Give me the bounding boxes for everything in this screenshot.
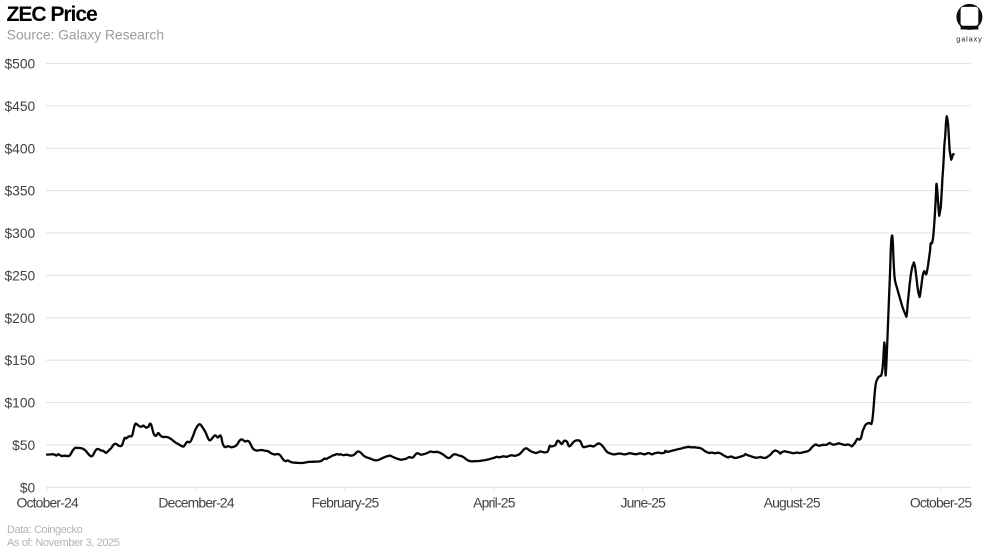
svg-text:ZEC Price: ZEC Price <box>7 3 99 26</box>
svg-text:$450: $450 <box>4 99 35 114</box>
svg-text:$100: $100 <box>4 396 35 411</box>
svg-text:galaxy: galaxy <box>956 34 982 43</box>
svg-text:$250: $250 <box>4 268 35 283</box>
svg-text:$0: $0 <box>20 480 36 495</box>
svg-text:December-24: December-24 <box>158 495 234 511</box>
svg-text:October-25: October-25 <box>910 495 973 511</box>
svg-text:$200: $200 <box>4 311 35 326</box>
svg-text:Source: Galaxy Research: Source: Galaxy Research <box>7 27 164 42</box>
svg-text:$300: $300 <box>4 226 35 241</box>
svg-text:April-25: April-25 <box>473 495 516 511</box>
svg-text:$50: $50 <box>12 438 35 453</box>
svg-text:October-24: October-24 <box>16 495 79 511</box>
svg-text:$500: $500 <box>4 57 35 72</box>
svg-text:Data: Coingecko: Data: Coingecko <box>7 524 83 536</box>
svg-text:February-25: February-25 <box>312 495 380 511</box>
svg-text:$350: $350 <box>4 184 35 199</box>
svg-text:August-25: August-25 <box>764 495 821 511</box>
svg-text:June-25: June-25 <box>620 495 666 511</box>
svg-text:$400: $400 <box>4 141 35 156</box>
svg-text:As of: November 3, 2025: As of: November 3, 2025 <box>7 537 120 549</box>
svg-text:$150: $150 <box>4 353 35 368</box>
